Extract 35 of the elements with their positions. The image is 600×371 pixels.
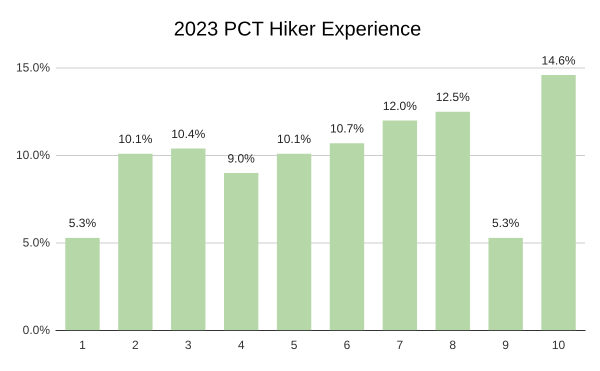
data-label: 10.1%	[118, 132, 153, 146]
data-label: 5.3%	[68, 216, 96, 230]
x-tick-label: 1	[79, 338, 86, 352]
bar	[541, 75, 576, 330]
y-tick-label: 5.0%	[22, 235, 50, 250]
data-label: 14.6%	[542, 53, 576, 68]
bar	[382, 120, 418, 330]
x-tick-label: 4	[238, 338, 245, 352]
bar	[118, 154, 153, 330]
x-tick-label: 8	[449, 338, 456, 352]
bar	[65, 238, 100, 330]
data-label: 10.4%	[171, 126, 206, 141]
bar	[488, 238, 523, 330]
bar	[436, 112, 470, 330]
y-tick-label: 0.0%	[22, 322, 50, 337]
data-label: 12.5%	[436, 90, 470, 104]
data-label: 10.7%	[330, 122, 364, 136]
x-tick-label: 9	[502, 338, 510, 352]
data-label: 5.3%	[492, 216, 520, 230]
x-tick-label: 10	[552, 338, 566, 352]
data-label: 12.0%	[382, 98, 418, 113]
bar	[276, 154, 312, 330]
bar	[330, 143, 364, 330]
y-tick-label: 15.0%	[16, 60, 50, 74]
y-tick-label: 10.0%	[16, 148, 50, 162]
bar	[224, 173, 258, 330]
x-tick-label: 2	[132, 338, 140, 352]
data-label: 9.0%	[227, 151, 256, 166]
x-tick-label: 5	[290, 338, 298, 352]
x-tick-label: 3	[184, 338, 192, 352]
bar	[171, 148, 206, 330]
x-tick-label: 6	[344, 338, 351, 352]
data-label: 10.1%	[277, 132, 312, 146]
x-tick-label: 7	[396, 338, 404, 352]
chart-title: 2023 PCT Hiker Experience	[174, 18, 422, 41]
